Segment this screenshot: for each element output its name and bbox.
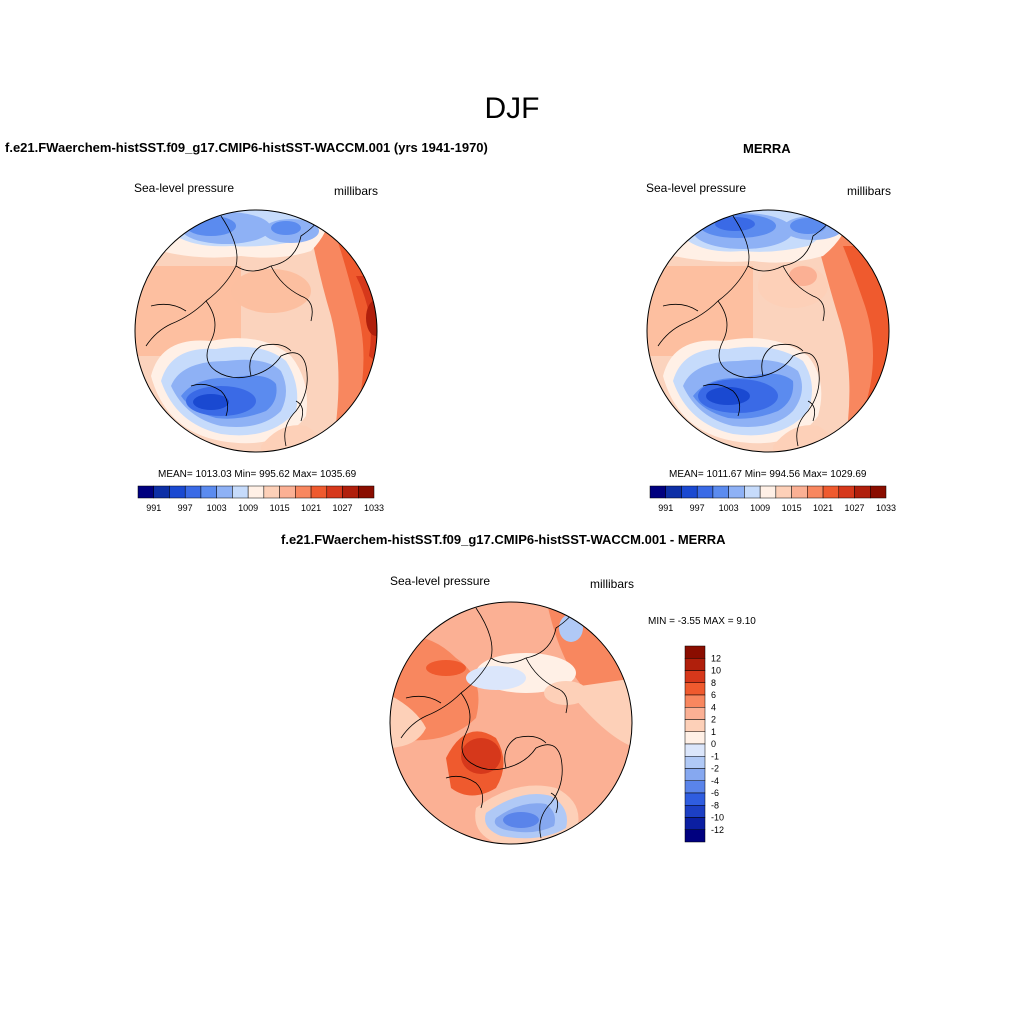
colorbar-swatch — [137, 485, 154, 499]
colorbar-swatch — [684, 829, 706, 843]
colorbar-swatch — [326, 485, 343, 499]
colorbar-swatch — [775, 485, 792, 499]
colorbar-tick-label: 991 — [658, 503, 673, 513]
colorbar-swatch — [665, 485, 682, 499]
colorbar-swatch — [684, 694, 706, 708]
map-difference-slp — [389, 601, 633, 845]
colorbar-swatch — [200, 485, 217, 499]
colorbar-tick-label: 991 — [146, 503, 161, 513]
colorbar-swatch — [681, 485, 698, 499]
colorbar-tick-label: 1015 — [782, 503, 802, 513]
colorbar-swatch — [684, 743, 706, 757]
colorbar-swatch — [169, 485, 186, 499]
colorbar-tick-label: 0 — [711, 739, 716, 749]
colorbar-tick-label: 1 — [711, 727, 716, 737]
colorbar-tick-label: 1003 — [719, 503, 739, 513]
colorbar-swatch — [854, 485, 871, 499]
colorbar-tick-label: -1 — [711, 751, 719, 761]
colorbar-absolute-merra — [649, 485, 887, 499]
colorbar-swatch — [153, 485, 170, 499]
colorbar-swatch — [684, 768, 706, 781]
figure-title: DJF — [484, 92, 540, 125]
colorbar-tick-label: 2 — [711, 715, 716, 725]
colorbar-tick-label: 1033 — [364, 503, 384, 513]
colorbar-tick-label: 1033 — [876, 503, 896, 513]
colorbar-swatch — [684, 756, 706, 769]
panel-title-difference: f.e21.FWaerchem-histSST.f09_g17.CMIP6-hi… — [281, 532, 726, 547]
colorbar-swatch — [759, 485, 777, 499]
colorbar-tick-label: 1003 — [207, 503, 227, 513]
colorbar-ticks-model: 991 997 1003 1009 1015 1021 1027 1033 — [146, 503, 384, 513]
colorbar-swatch — [684, 682, 706, 696]
colorbar-tick-label: 1027 — [845, 503, 865, 513]
colorbar-tick-label: 1009 — [750, 503, 770, 513]
colorbar-swatch — [216, 485, 233, 499]
colorbar-swatch — [696, 485, 714, 499]
colorbar-tick-label: 1009 — [238, 503, 258, 513]
colorbar-swatch — [684, 792, 706, 806]
colorbar-tick-label: 997 — [690, 503, 705, 513]
panel-title-model: f.e21.FWaerchem-histSST.f09_g17.CMIP6-hi… — [5, 140, 488, 155]
colorbar-tick-label: 1021 — [301, 503, 321, 513]
colorbar-swatch — [684, 645, 706, 659]
colorbar-swatch — [232, 485, 249, 499]
panel-variable-label: Sea-level pressure — [646, 181, 747, 195]
colorbar-tick-label: 1015 — [270, 503, 290, 513]
colorbar-swatch — [870, 485, 887, 499]
colorbar-swatch — [684, 817, 706, 830]
colorbar-swatch — [728, 485, 745, 499]
map-model-slp — [134, 209, 378, 453]
colorbar-swatch — [684, 731, 706, 745]
colorbar-swatch — [295, 485, 312, 499]
colorbar-swatch — [342, 485, 359, 499]
colorbar-tick-label: 4 — [711, 702, 716, 712]
colorbar-tick-label: 1027 — [333, 503, 353, 513]
panel-stats: MEAN= 1011.67 Min= 994.56 Max= 1029.69 — [669, 469, 867, 480]
colorbar-tick-label: -10 — [711, 813, 724, 823]
colorbar-swatch — [712, 485, 729, 499]
colorbar-tick-label: 6 — [711, 690, 716, 700]
colorbar-swatch — [807, 485, 824, 499]
colorbar-tick-label: 8 — [711, 678, 716, 688]
panel-title-merra: MERRA — [743, 141, 791, 156]
colorbar-swatch — [684, 719, 706, 732]
colorbar-swatch — [358, 485, 375, 499]
colorbar-swatch — [684, 707, 706, 720]
colorbar-tick-label: -8 — [711, 800, 719, 810]
colorbar-tick-label: -6 — [711, 788, 719, 798]
colorbar-swatch — [684, 780, 706, 794]
colorbar-swatch — [822, 485, 840, 499]
colorbar-tick-label: 12 — [711, 653, 721, 663]
colorbar-swatch — [184, 485, 202, 499]
map-merra-slp — [646, 209, 890, 453]
panel-units-label: millibars — [334, 184, 379, 198]
colorbar-swatch — [247, 485, 265, 499]
colorbar-ticks-merra: 991 997 1003 1009 1015 1021 1027 1033 — [658, 503, 896, 513]
colorbar-tick-label: 10 — [711, 666, 721, 676]
panel-stats: MEAN= 1013.03 Min= 995.62 Max= 1035.69 — [158, 469, 357, 480]
colorbar-swatch — [263, 485, 280, 499]
colorbar-swatch — [310, 485, 328, 499]
colorbar-swatch — [649, 485, 666, 499]
colorbar-tick-label: -4 — [711, 776, 719, 786]
colorbar-swatch — [279, 485, 296, 499]
panel-stats: MIN = -3.55 MAX = 9.10 — [648, 616, 756, 627]
colorbar-absolute-model — [137, 485, 375, 499]
colorbar-tick-label: -12 — [711, 825, 724, 835]
colorbar-tick-label: 997 — [178, 503, 193, 513]
colorbar-swatch — [684, 670, 706, 683]
panel-variable-label: Sea-level pressure — [390, 574, 491, 588]
colorbar-swatch — [744, 485, 761, 499]
colorbar-swatch — [838, 485, 855, 499]
colorbar-swatch — [684, 658, 706, 671]
colorbar-swatch — [791, 485, 808, 499]
panel-units-label: millibars — [590, 577, 635, 591]
panel-variable-label: Sea-level pressure — [134, 181, 235, 195]
colorbar-swatch — [684, 805, 706, 818]
panel-units-label: millibars — [847, 184, 892, 198]
colorbar-tick-label: -2 — [711, 764, 719, 774]
colorbar-tick-label: 1021 — [813, 503, 833, 513]
